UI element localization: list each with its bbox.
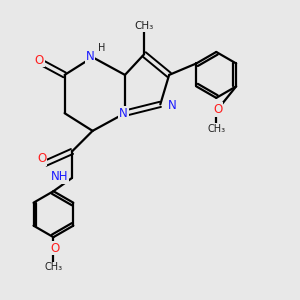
Text: O: O (50, 242, 59, 254)
Text: CH₃: CH₃ (134, 21, 154, 31)
Text: O: O (35, 54, 44, 67)
Text: O: O (37, 152, 46, 165)
Text: N: N (86, 50, 94, 63)
Text: NH: NH (51, 170, 68, 183)
Text: H: H (98, 44, 105, 53)
Text: CH₃: CH₃ (44, 262, 62, 272)
Text: N: N (119, 107, 128, 120)
Text: CH₃: CH₃ (207, 124, 225, 134)
Text: N: N (168, 99, 176, 112)
Text: O: O (213, 103, 222, 116)
